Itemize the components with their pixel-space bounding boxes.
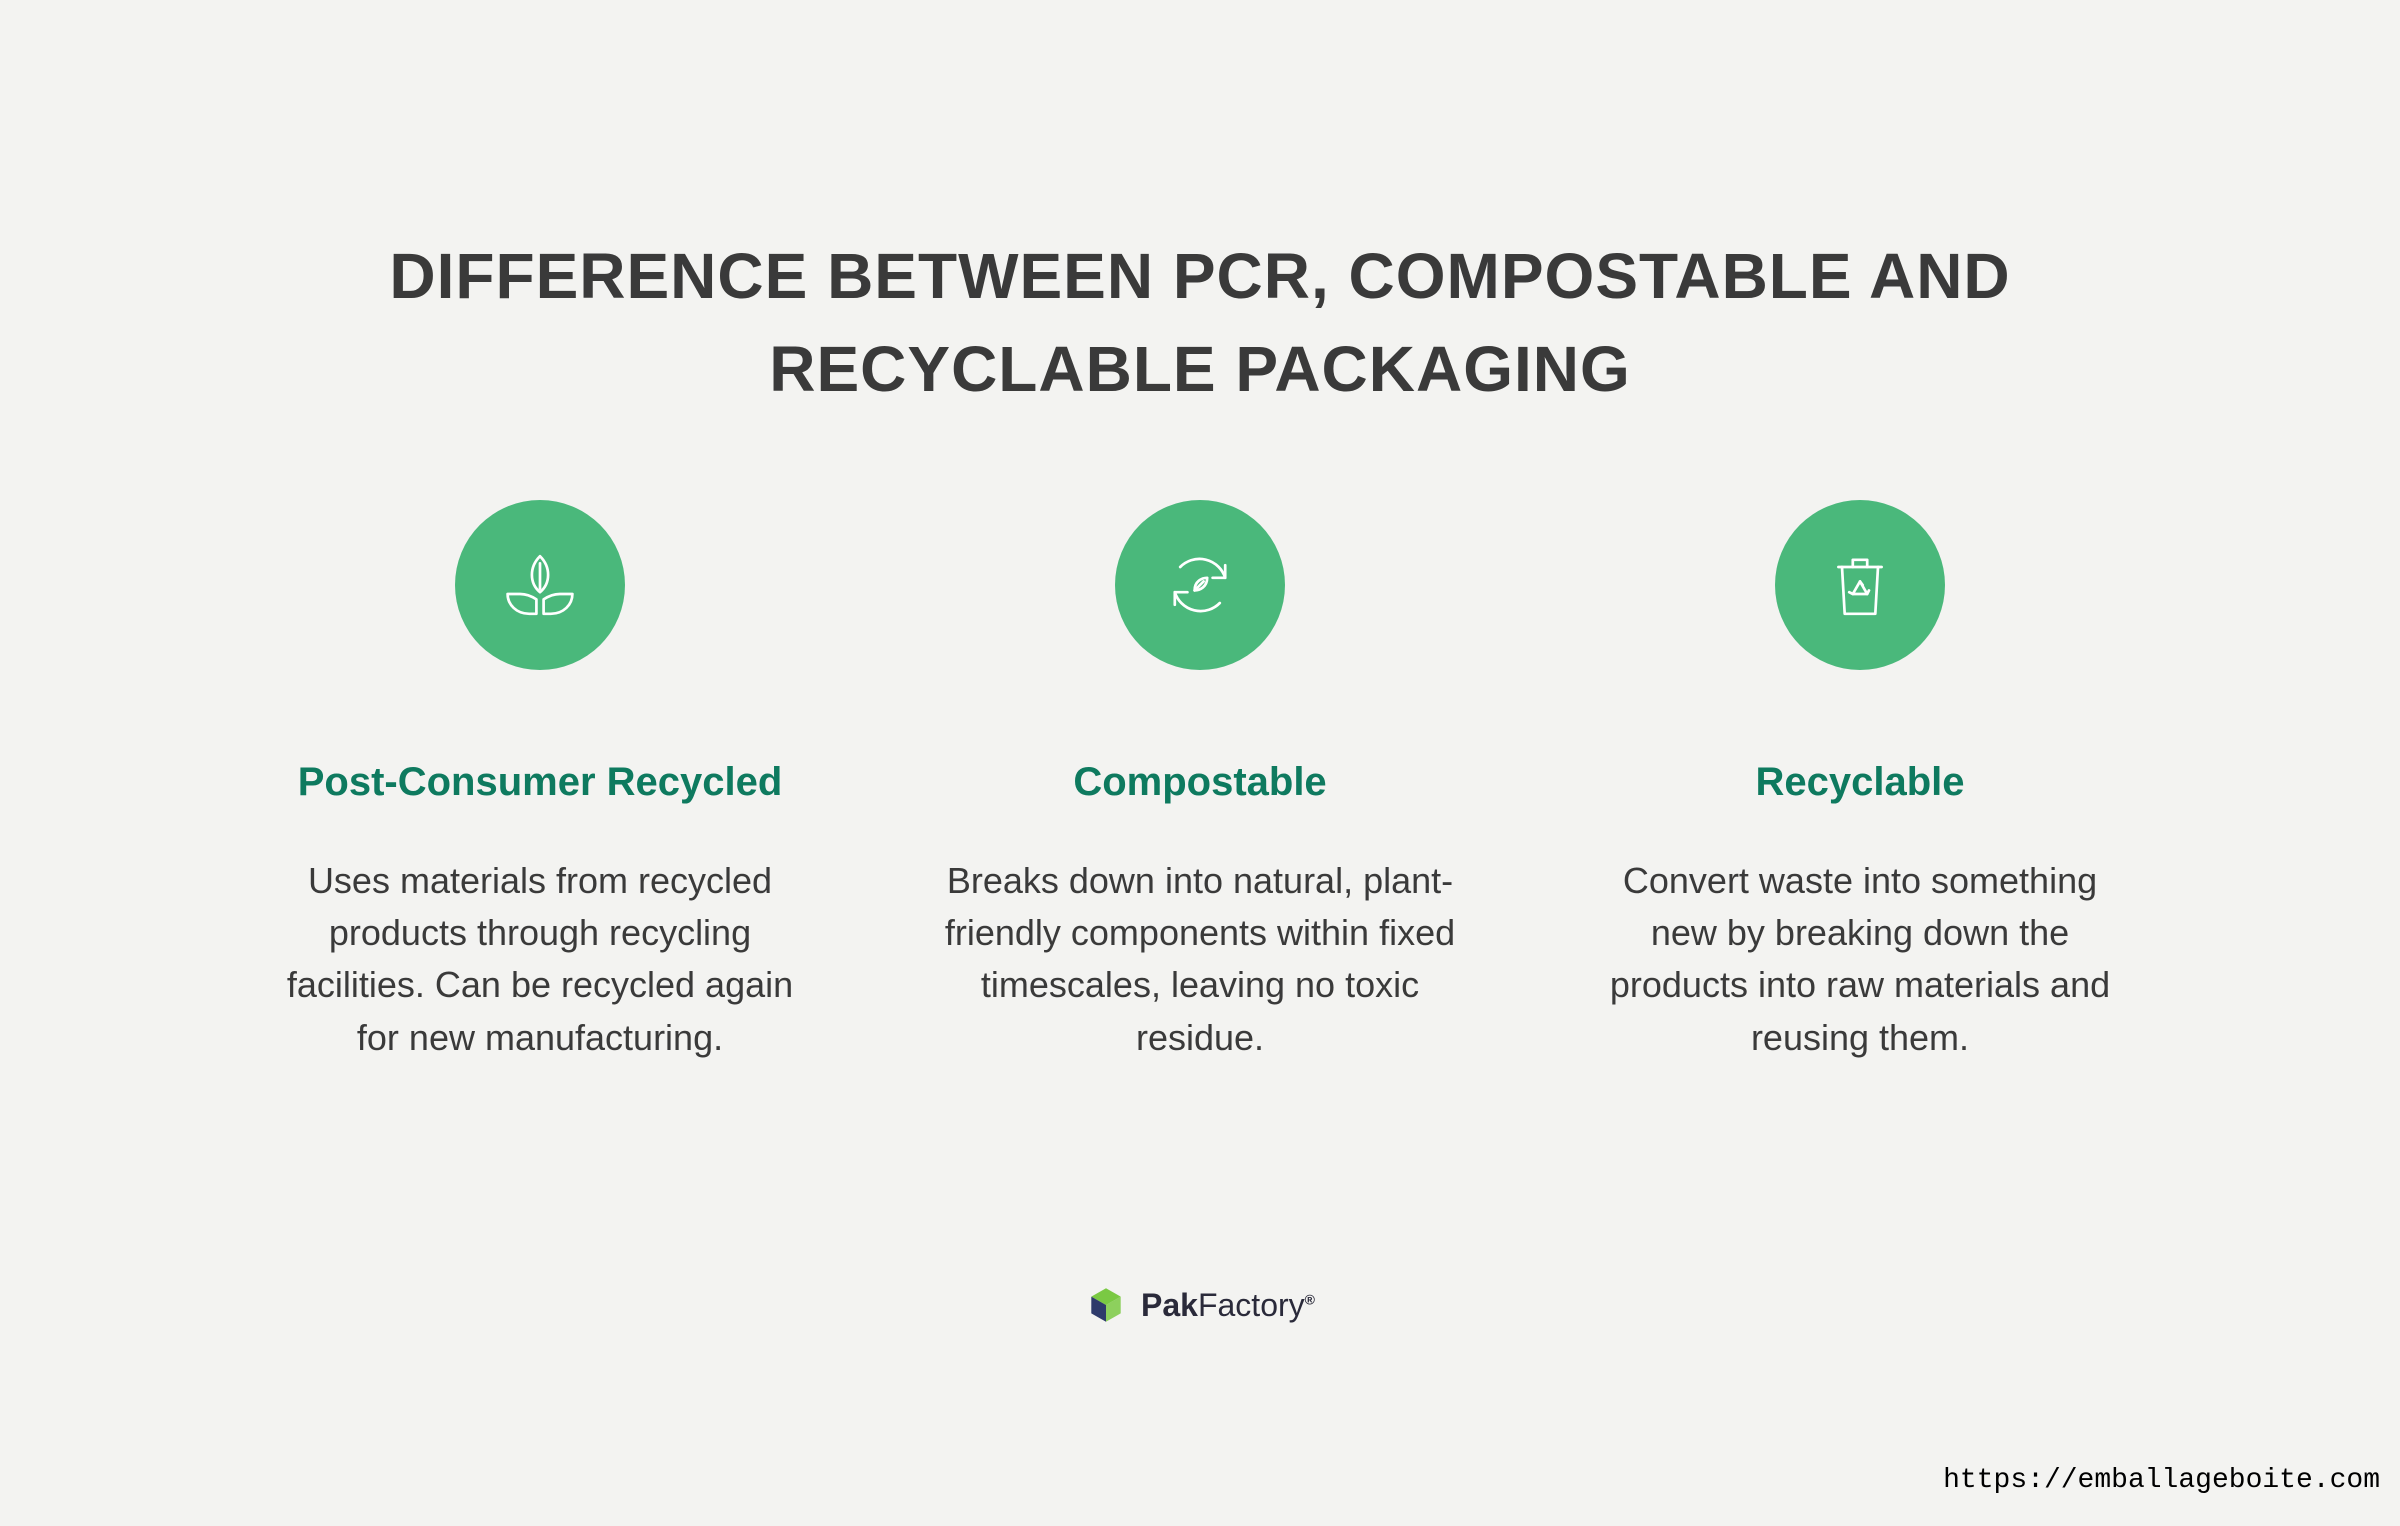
column-heading: Post-Consumer Recycled (298, 760, 783, 805)
brand-name: PakFactory® (1141, 1287, 1315, 1324)
hands-leaf-icon (455, 500, 625, 670)
column-heading: Recyclable (1755, 760, 1964, 805)
cube-icon (1085, 1284, 1127, 1326)
column-pcr: Post-Consumer Recycled Uses materials fr… (270, 500, 810, 1064)
column-description: Uses materials from recycled products th… (270, 855, 810, 1064)
page-title: DIFFERENCE BETWEEN PCR, COMPOSTABLE AND … (0, 230, 2400, 416)
cycle-leaf-icon (1115, 500, 1285, 670)
columns-row: Post-Consumer Recycled Uses materials fr… (0, 500, 2400, 1064)
brand-logo: PakFactory® (0, 1284, 2400, 1326)
column-description: Breaks down into natural, plant-friendly… (930, 855, 1470, 1064)
source-url: https://emballageboite.com (1943, 1465, 2380, 1496)
recycle-bin-icon (1775, 500, 1945, 670)
column-compostable: Compostable Breaks down into natural, pl… (930, 500, 1470, 1064)
column-heading: Compostable (1073, 760, 1326, 805)
column-description: Convert waste into something new by brea… (1590, 855, 2130, 1064)
column-recyclable: Recyclable Convert waste into something … (1590, 500, 2130, 1064)
